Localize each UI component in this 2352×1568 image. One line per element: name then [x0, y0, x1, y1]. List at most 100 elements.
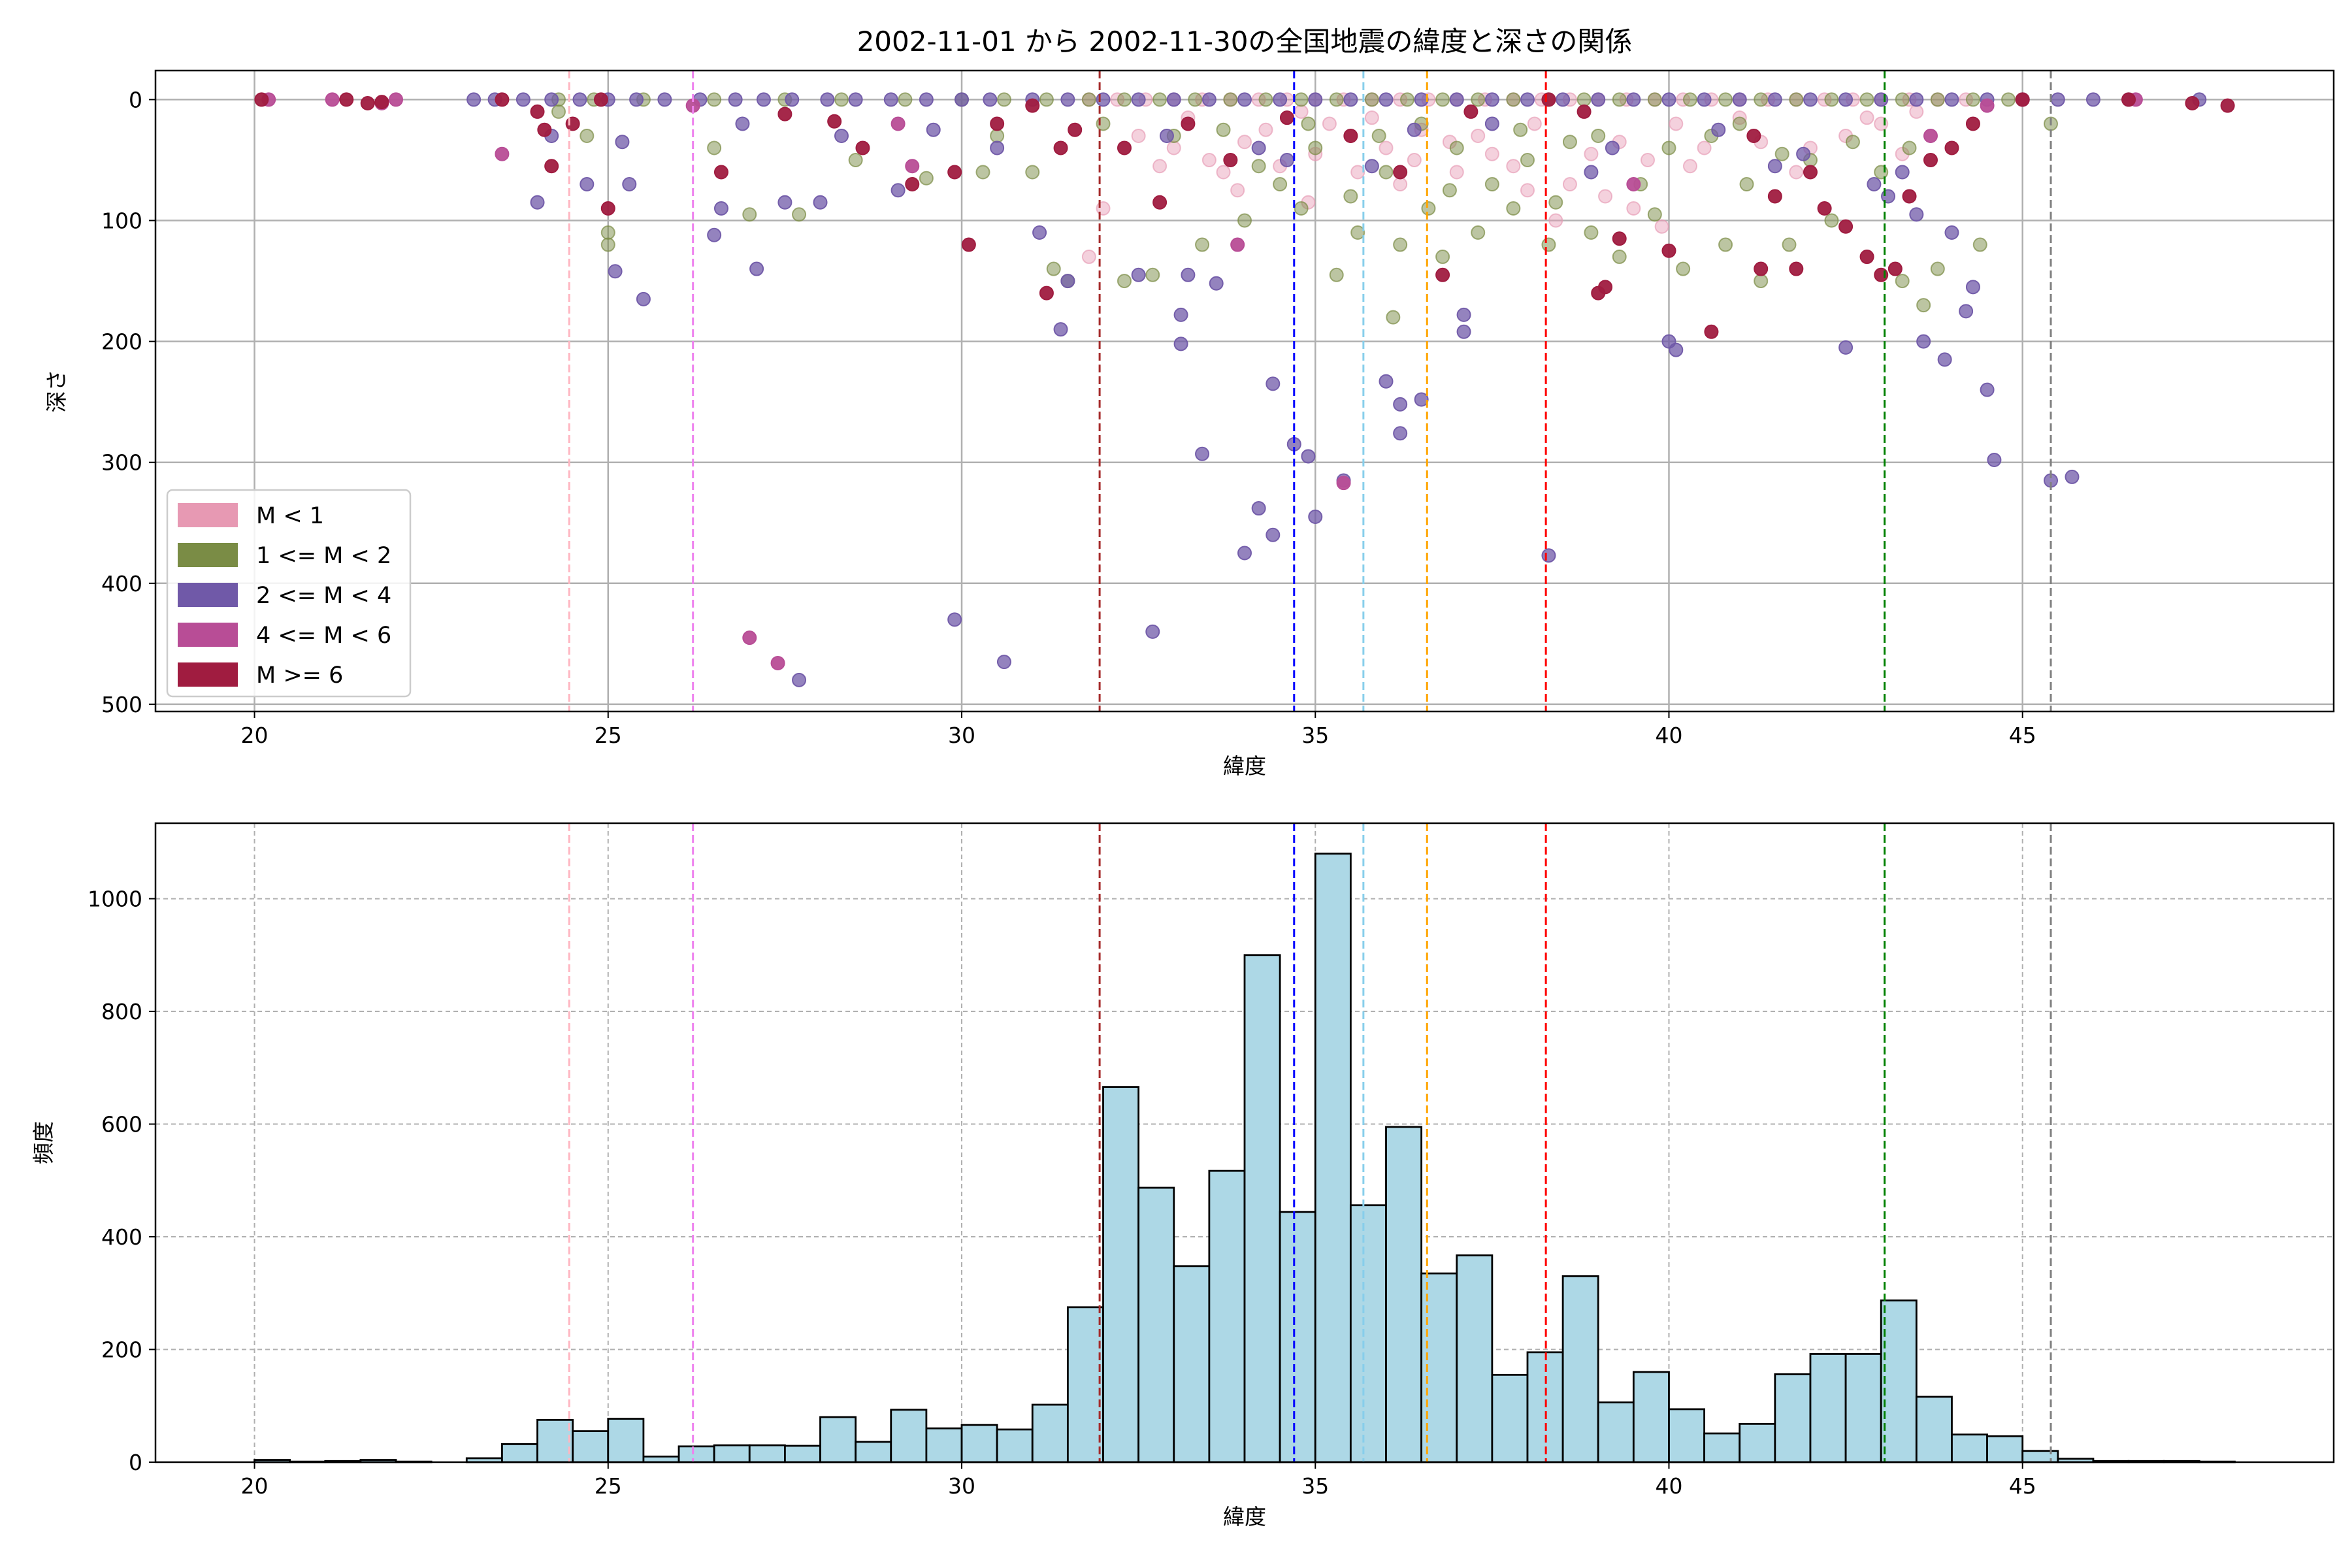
data-point	[1053, 140, 1068, 155]
data-point	[1379, 374, 1394, 389]
data-point	[742, 630, 757, 645]
data-point	[1874, 165, 1889, 180]
y-tick-label: 400	[101, 1224, 142, 1250]
data-point	[1562, 176, 1577, 191]
data-point	[1152, 195, 1168, 210]
data-point	[1407, 122, 1422, 137]
data-point	[742, 207, 757, 222]
data-point	[2050, 92, 2065, 107]
data-point	[325, 92, 340, 107]
histogram-bar	[925, 1427, 963, 1463]
histogram-bar	[1385, 1126, 1423, 1463]
data-point	[1612, 92, 1627, 107]
y-tick-label: 100	[101, 208, 142, 234]
histogram-bar	[1774, 1373, 1812, 1463]
data-point	[1152, 92, 1168, 107]
histogram-bar	[1066, 1306, 1104, 1463]
legend-swatch	[178, 662, 238, 687]
data-point	[1273, 176, 1288, 191]
data-point	[1039, 92, 1054, 107]
histogram-bar	[1561, 1275, 1599, 1463]
data-point	[749, 261, 764, 276]
x-tick-label: 30	[948, 1473, 975, 1499]
data-point	[1294, 92, 1309, 107]
data-point	[777, 195, 792, 210]
data-point	[1591, 92, 1606, 107]
data-point	[1159, 128, 1174, 143]
data-point	[1732, 92, 1747, 107]
data-point	[1449, 140, 1464, 155]
x-tick-label: 35	[1301, 723, 1329, 748]
x-tick-label: 40	[1655, 723, 1682, 748]
data-point	[2085, 92, 2100, 107]
data-point	[1859, 250, 1874, 265]
data-point	[1704, 324, 1719, 339]
data-point	[1909, 92, 1924, 107]
data-point	[1279, 152, 1294, 167]
data-point	[657, 92, 672, 107]
histogram-bar	[1314, 853, 1352, 1463]
data-point	[1965, 116, 1980, 131]
histogram-bar	[890, 1409, 928, 1463]
data-point	[1923, 128, 1938, 143]
data-point	[629, 92, 644, 107]
data-point	[1697, 92, 1712, 107]
x-tick-label: 45	[2009, 723, 2036, 748]
data-point	[1718, 237, 1733, 252]
histogram-bar	[1173, 1265, 1211, 1463]
axes-frame	[154, 69, 2335, 713]
data-point	[1895, 165, 1910, 180]
data-point	[1859, 110, 1874, 125]
data-point	[713, 165, 728, 180]
x-tick-label: 25	[595, 1473, 622, 1499]
legend-label: 4 <= M < 6	[256, 623, 391, 649]
data-point	[1682, 159, 1697, 174]
data-point	[990, 116, 1005, 131]
legend-label: 1 <= M < 2	[256, 543, 391, 569]
data-point	[707, 140, 722, 155]
histogram-bar	[1137, 1186, 1175, 1463]
data-point	[1399, 92, 1414, 107]
data-point	[600, 237, 615, 252]
data-point	[1859, 92, 1874, 107]
data-point	[792, 207, 807, 222]
data-point	[1173, 336, 1188, 351]
histogram-plot: 20 25 30 35 40 45 0 200 400 600 800 1000 緯度 頻度	[31, 822, 2335, 1529]
data-point	[890, 116, 906, 131]
y-tick-label: 800	[101, 999, 142, 1024]
histogram-bar	[642, 1455, 680, 1463]
data-point	[1350, 225, 1365, 240]
data-point	[1626, 92, 1641, 107]
data-point	[1301, 449, 1316, 464]
data-point	[466, 92, 482, 107]
data-point	[990, 140, 1005, 155]
data-point	[1273, 92, 1288, 107]
data-point	[1874, 267, 1889, 282]
x-tick-label: 35	[1301, 1473, 1329, 1499]
data-point	[1456, 324, 1471, 339]
data-point	[1506, 201, 1521, 216]
data-point	[1541, 92, 1556, 107]
data-point	[1754, 261, 1769, 276]
histogram-bar	[1031, 1403, 1069, 1463]
legend-label: 2 <= M < 4	[256, 583, 391, 609]
data-point	[1767, 189, 1782, 204]
data-point	[1364, 92, 1379, 107]
data-point	[919, 171, 934, 186]
data-point	[1393, 426, 1408, 441]
data-point	[1407, 152, 1422, 167]
data-point	[1767, 92, 1782, 107]
data-point	[1669, 116, 1684, 131]
data-point	[1131, 267, 1146, 282]
histogram-bar	[783, 1445, 821, 1463]
data-point	[565, 116, 580, 131]
data-point	[1463, 104, 1478, 119]
histogram-bar	[1349, 1204, 1387, 1463]
data-point	[883, 92, 898, 107]
data-point	[1258, 122, 1273, 137]
data-point	[919, 92, 934, 107]
data-point	[1987, 453, 2002, 468]
data-point	[1909, 207, 1924, 222]
histogram-bar	[855, 1441, 892, 1463]
data-point	[1294, 104, 1309, 119]
